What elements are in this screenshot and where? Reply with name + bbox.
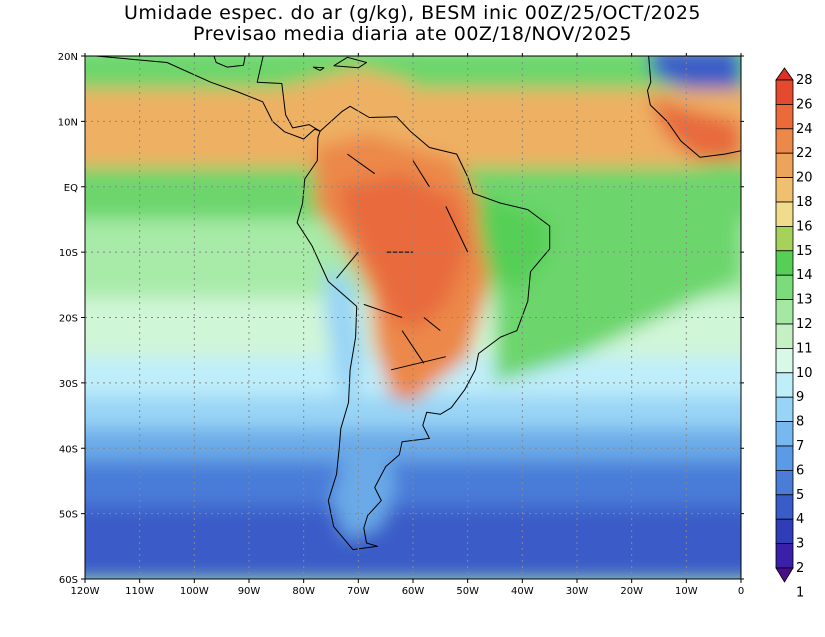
colorbar-label: 22 [796,146,813,161]
colorbar-swatch [775,299,794,325]
country-border [412,160,430,188]
lat-label: 10N [58,117,78,128]
colorbar-swatch [775,128,794,154]
colorbar-label: 11 [796,341,813,356]
field-band [478,193,550,292]
colorbar-label: 7 [796,439,804,454]
lon-label: 50W [456,586,479,597]
colorbar-label: 6 [796,463,804,478]
lon-label: 30W [566,586,589,597]
colorbar-label: 5 [796,488,804,503]
country-border [445,206,469,253]
colorbar-label: 2 [796,561,804,576]
colorbar-label: 18 [796,195,813,210]
colorbar-swatch [775,250,794,276]
colorbar-label: 13 [796,293,813,308]
colorbar-swatch [775,518,794,545]
axis-ticks [81,53,744,583]
lon-label: 20W [620,586,643,597]
colorbar-min-arrow [775,567,794,583]
colorbar-swatch [775,347,794,374]
humidity-field [85,38,741,579]
lat-label: 30S [59,379,78,390]
country-border [401,330,425,364]
lon-label: 110W [125,586,154,597]
field-band [648,95,741,161]
colorbar-label: 4 [796,512,804,527]
lon-label: 60W [402,586,425,597]
lon-label: 100W [180,586,209,597]
colorbar-label: 1 [796,585,804,600]
colorbar-label: 26 [796,97,813,112]
colorbar-swatch [775,469,794,496]
colorbar-swatch [775,104,794,130]
coastline-central-america-pacific [95,56,321,140]
field-band [649,56,741,89]
field-band [495,160,741,383]
lon-label: 0 [738,586,744,597]
colorbar-swatch [775,543,794,569]
colorbar-swatch [775,201,794,227]
lat-label: 50S [59,510,78,521]
field-band [85,461,741,514]
lat-label: 60S [59,575,78,586]
colorbar-label: 12 [796,317,813,332]
map-title-line2: Previsao media diaria ate 00Z/18/NOV/202… [193,23,632,45]
colorbar-swatch [775,177,794,203]
lon-label: 120W [71,586,100,597]
lon-label: 40W [511,586,534,597]
lon-label: 10W [675,586,698,597]
lon-label: 80W [292,586,315,597]
field-band [331,448,397,540]
colorbar-label: 20 [796,171,813,186]
colorbar-max-arrow [775,67,794,81]
colorbar [775,67,794,583]
lon-label: 70W [347,586,370,597]
lon-label: 90W [238,586,261,597]
longitude-labels: 120W 110W 100W 90W 80W 70W 60W 50W 40W 30W 20W 10W 0 [71,586,745,597]
colorbar-swatch [775,323,794,349]
colorbar-label: 24 [796,122,813,137]
field-band [238,69,413,135]
colorbar-swatch [775,396,794,423]
colorbar-label: 15 [796,244,813,259]
colorbar-swatch [775,274,794,301]
colorbar-swatch [775,372,794,398]
coastline-hispaniola [333,56,367,69]
lat-label: 10S [59,248,78,259]
lat-label: EQ [64,183,78,194]
colorbar-label: 8 [796,415,804,430]
coastline-cuba [276,38,331,56]
coastline-jamaica [312,66,325,71]
lat-lon-grid [85,56,741,579]
lat-label: 40S [59,444,78,455]
colorbar-label: 14 [796,268,813,283]
country-border [423,317,441,331]
lat-label: 20N [58,52,78,63]
colorbar-label: 16 [796,219,813,234]
colorbar-label: 10 [796,366,813,381]
lat-label: 20S [59,314,78,325]
colorbar-label: 28 [796,73,813,88]
colorbar-swatch [775,152,794,178]
colorbar-swatch [775,445,794,471]
map-title-line1: Umidade espec. do ar (g/kg), BESM inic 0… [123,2,702,24]
country-border [347,153,375,175]
colorbar-swatch [775,225,794,252]
country-border [390,356,446,371]
coastline-central-america-caribbean [213,56,321,132]
colorbar-label: 3 [796,537,804,552]
country-border [363,303,403,318]
colorbar-swatch [775,79,794,105]
latitude-labels: 20N 10N EQ 10S 20S 30S 40S 50S 60S [58,52,78,586]
country-border [336,251,359,279]
colorbar-swatch [775,421,794,447]
coastline-south-america [296,105,551,551]
colorbar-swatch [775,494,794,520]
field-band [325,265,364,409]
colorbar-label: 9 [796,390,804,405]
